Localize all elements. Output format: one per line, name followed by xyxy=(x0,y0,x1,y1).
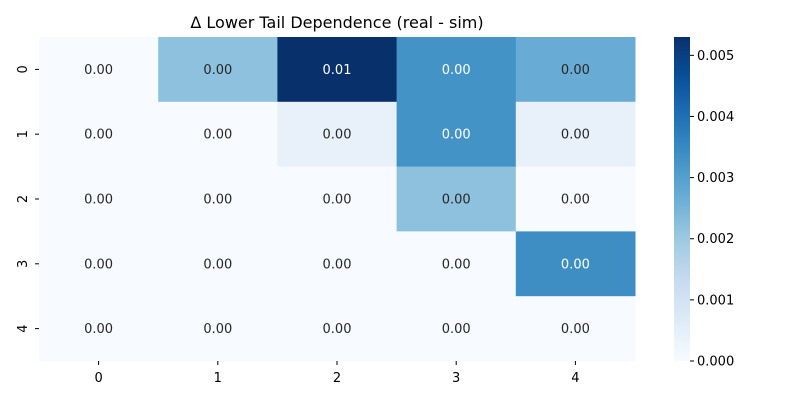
heatmap-cell-label-2-1: 0.00 xyxy=(203,193,232,208)
heatmap-cell-1-4 xyxy=(515,101,636,168)
heatmap-cell-label-1-0: 0.00 xyxy=(84,128,113,143)
heatmap-cells: 0.00 0.00 0.01 0.00 0.00 0.00 0.00 0.00 0.00 0.00… xyxy=(39,37,636,362)
y-tick-label-3: 3 xyxy=(16,260,31,268)
heatmap-cell-label-1-2: 0.00 xyxy=(323,128,352,143)
heatmap-cell-4-2 xyxy=(277,296,398,362)
heatmap-cell-label-4-2: 0.00 xyxy=(323,322,352,337)
heatmap-cell-label-0-4: 0.00 xyxy=(561,63,590,78)
heatmap-cell-label-0-2: 0.01 xyxy=(323,63,352,78)
heatmap-cell-3-3 xyxy=(396,231,517,297)
heatmap-cell-label-0-3: 0.00 xyxy=(442,63,471,78)
heatmap-cell-label-3-1: 0.00 xyxy=(203,257,232,272)
heatmap-cell-3-2 xyxy=(277,231,398,297)
chart-title: Δ Lower Tail Dependence (real - sim) xyxy=(190,13,483,32)
x-tick-label-3: 3 xyxy=(452,371,460,386)
y-tick-label-0: 0 xyxy=(16,65,31,73)
y-axis-ticks: 0 1 2 3 4 xyxy=(16,65,39,333)
heatmap-cell-1-0 xyxy=(39,101,159,168)
heatmap-cell-label-4-0: 0.00 xyxy=(84,322,113,337)
x-axis-ticks: 0 1 2 3 4 xyxy=(94,361,580,386)
heatmap-cell-label-3-4: 0.00 xyxy=(561,257,590,272)
x-tick-label-2: 2 xyxy=(333,371,341,386)
x-tick-label-4: 4 xyxy=(571,371,579,386)
colorbar-tick-label-3: 0.003 xyxy=(697,171,734,186)
colorbar-tick-label-1: 0.001 xyxy=(697,293,734,308)
heatmap-cell-2-1 xyxy=(158,166,278,232)
colorbar-tick-label-0: 0.000 xyxy=(697,355,734,370)
heatmap-cell-3-1 xyxy=(158,231,278,297)
heatmap-cell-label-2-2: 0.00 xyxy=(323,193,352,208)
heatmap-cell-2-4 xyxy=(515,166,636,232)
colorbar-ticks: 0.000 0.001 0.002 0.003 0.004 0.005 xyxy=(690,49,734,370)
y-tick-label-1: 1 xyxy=(16,130,31,138)
heatmap-cell-0-4 xyxy=(515,37,636,103)
heatmap-cell-0-1 xyxy=(158,37,278,103)
colorbar-tick-label-4: 0.004 xyxy=(697,110,734,125)
colorbar-tick-label-5: 0.005 xyxy=(697,49,734,64)
y-tick-label-4: 4 xyxy=(16,324,31,332)
heatmap-cell-1-1 xyxy=(158,101,278,168)
heatmap-cell-label-0-0: 0.00 xyxy=(84,63,113,78)
colorbar xyxy=(674,37,690,361)
y-tick-label-2: 2 xyxy=(16,195,31,203)
heatmap-cell-4-4 xyxy=(515,296,636,362)
heatmap-cell-1-2 xyxy=(277,101,398,168)
x-tick-label-1: 1 xyxy=(214,371,222,386)
heatmap-cell-label-4-4: 0.00 xyxy=(561,322,590,337)
heatmap-cell-0-2 xyxy=(277,37,398,103)
heatmap-cell-2-2 xyxy=(277,166,398,232)
heatmap-cell-label-2-3: 0.00 xyxy=(442,193,471,208)
x-tick-label-0: 0 xyxy=(94,371,102,386)
heatmap-cell-2-3 xyxy=(396,166,517,232)
heatmap-cell-label-4-1: 0.00 xyxy=(203,322,232,337)
heatmap-cell-label-3-3: 0.00 xyxy=(442,257,471,272)
heatmap-cell-label-1-3: 0.00 xyxy=(442,128,471,143)
heatmap-cell-4-0 xyxy=(39,296,159,362)
heatmap-cell-0-3 xyxy=(396,37,517,103)
heatmap-cell-4-3 xyxy=(396,296,517,362)
heatmap-cell-label-2-4: 0.00 xyxy=(561,193,590,208)
heatmap-cell-3-4 xyxy=(515,231,636,297)
heatmap-cell-label-3-0: 0.00 xyxy=(84,257,113,272)
heatmap-cell-0-0 xyxy=(39,37,159,103)
colorbar-tick-label-2: 0.002 xyxy=(697,232,734,247)
heatmap-cell-label-1-1: 0.00 xyxy=(203,128,232,143)
heatmap-cell-label-4-3: 0.00 xyxy=(442,322,471,337)
heatmap-cell-1-3 xyxy=(396,101,517,168)
heatmap-cell-3-0 xyxy=(39,231,159,297)
heatmap-cell-label-2-0: 0.00 xyxy=(84,193,113,208)
heatmap-cell-label-0-1: 0.00 xyxy=(203,63,232,78)
heatmap-cell-2-0 xyxy=(39,166,159,232)
heatmap-cell-label-1-4: 0.00 xyxy=(561,128,590,143)
heatmap-cell-4-1 xyxy=(158,296,278,362)
heatmap-cell-label-3-2: 0.00 xyxy=(323,257,352,272)
